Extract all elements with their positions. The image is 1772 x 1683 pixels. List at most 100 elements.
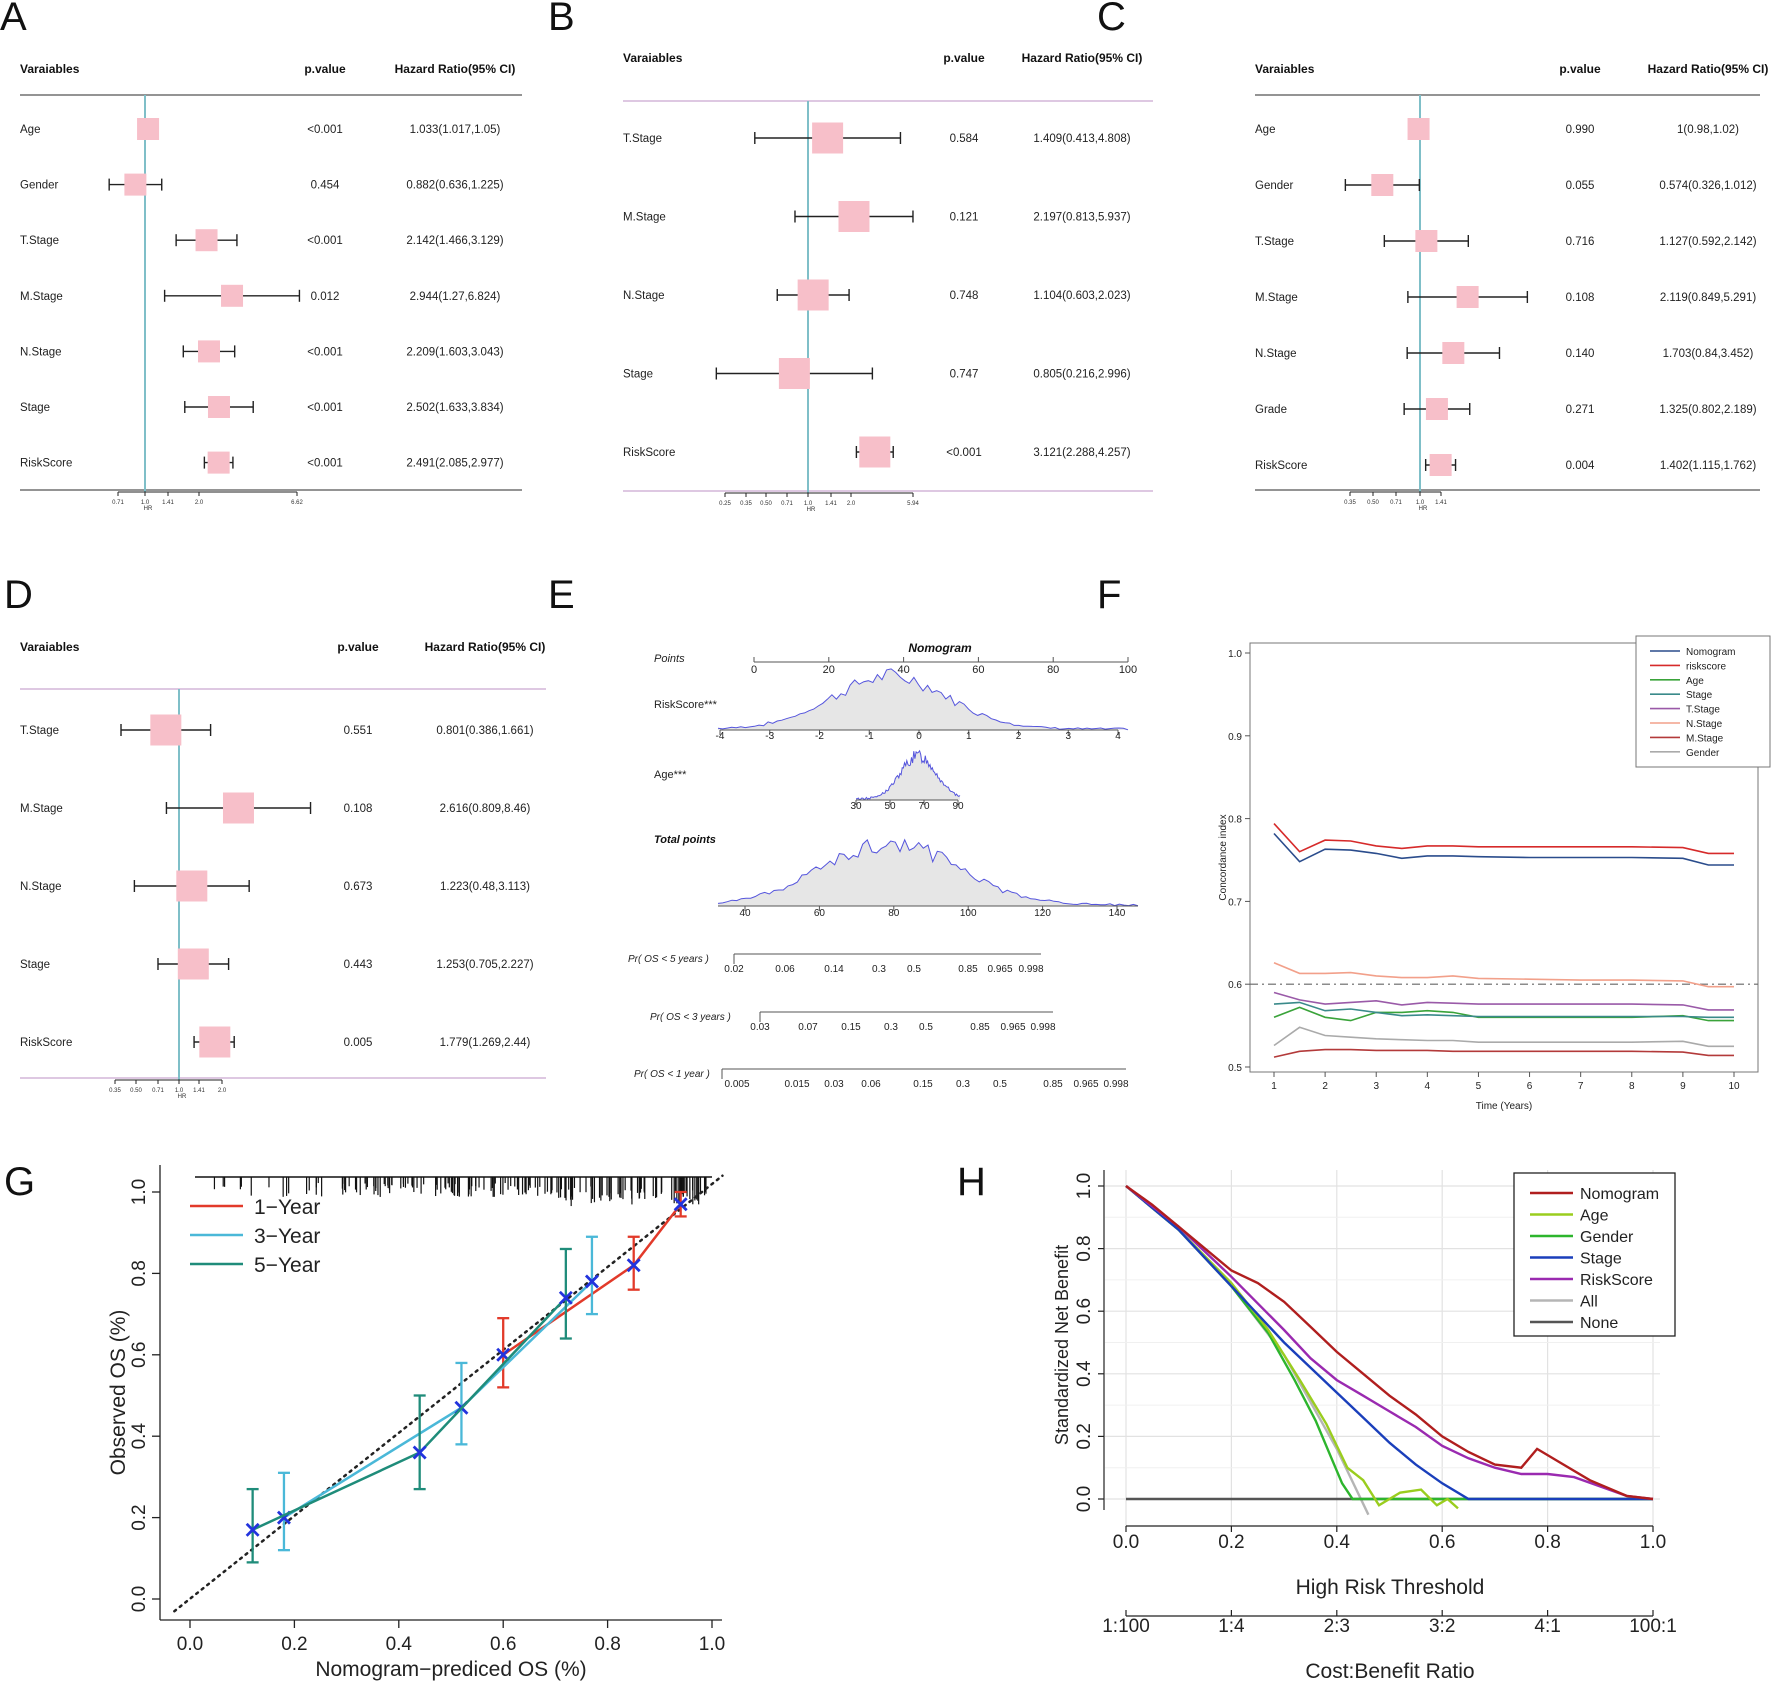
x-tick-label: 0.4 xyxy=(1324,1532,1351,1553)
row-hazard-ratio: 1.703(0.84,3.452) xyxy=(1663,348,1754,360)
legend-label: Nomogram xyxy=(1686,647,1735,658)
col-header-variables: Varaiables xyxy=(20,62,80,76)
hr-tick-label: 2.0 xyxy=(218,1088,227,1094)
x-tick-label: 0.0 xyxy=(1113,1532,1139,1553)
col-header-variables: Varaiables xyxy=(20,640,80,654)
pr-scale-label: Pr( OS < 5 years ) xyxy=(628,954,709,965)
riskscore-tick-label: 3 xyxy=(1065,731,1071,742)
series-line-riskscore xyxy=(1273,823,1734,855)
row-label: Gender xyxy=(1255,180,1294,192)
row-pvalue: <0.001 xyxy=(307,458,343,470)
points-tick-label: 0 xyxy=(751,664,757,676)
row-hazard-ratio: 2.502(1.633,3.834) xyxy=(406,402,503,414)
calibration-line xyxy=(252,1296,567,1531)
y-tick-label: 0.6 xyxy=(1074,1298,1095,1324)
pr-tick-label: 0.015 xyxy=(784,1079,809,1090)
y-axis-label: Observed OS (%) xyxy=(107,1310,130,1476)
x2-tick-label: 1:4 xyxy=(1218,1616,1245,1637)
hr-box xyxy=(838,201,870,232)
hr-box xyxy=(812,122,844,154)
riskscore-tick-label: -1 xyxy=(865,731,874,742)
panel-letter-c: C xyxy=(1097,0,1126,39)
hr-tick-label: 0.71 xyxy=(152,1088,164,1094)
pr-tick-label: 0.965 xyxy=(1000,1022,1025,1033)
col-header-hazard-ratio: Hazard Ratio(95% CI) xyxy=(425,640,546,654)
row-pvalue: 0.454 xyxy=(311,180,340,192)
pr-tick-label: 0.998 xyxy=(1018,964,1043,975)
pr-tick-label: 0.5 xyxy=(919,1022,933,1033)
riskscore-label: RiskScore*** xyxy=(654,699,718,711)
legend-label: Nomogram xyxy=(1580,1186,1659,1203)
row-hazard-ratio: 1.104(0.603,2.023) xyxy=(1033,290,1130,302)
decision-curve-chart: 0.0 0.2 0.4 0.6 0.8 1.0 Standardized Net Benef… xyxy=(1052,1170,1677,1683)
row-label: Stage xyxy=(20,402,50,414)
points-tick-label: 40 xyxy=(897,664,909,676)
y-tick-label: 0.8 xyxy=(129,1260,150,1286)
series-line-stage xyxy=(1125,1185,1653,1501)
row-hazard-ratio: 1.409(0.413,4.808) xyxy=(1033,133,1130,145)
x-tick-label: 1 xyxy=(1271,1081,1277,1092)
x-axis-label: High Risk Threshold xyxy=(1296,1576,1485,1599)
calibration-chart: 0.0 0.2 0.4 0.6 0.8 1.0 0.0 0.2 0.4 0.6 0.8 1.0 Nomo… xyxy=(107,1165,725,1681)
x-tick-label: 1.0 xyxy=(1640,1532,1666,1553)
legend-label: RiskScore xyxy=(1580,1272,1653,1289)
hr-tick-label: 2.0 xyxy=(847,501,856,507)
y-tick-label: 0.2 xyxy=(129,1504,150,1530)
riskscore-tick-label: 0 xyxy=(916,731,922,742)
hr-box xyxy=(177,948,209,980)
hr-tick-label: 0.71 xyxy=(1390,500,1402,506)
x2-axis-label: Cost:Benefit Ratio xyxy=(1305,1660,1474,1683)
cindex-chart: 0.5 0.6 0.7 0.8 0.9 1.0 1 2 3 4 5 6 7 8 9 10 Time (Years… xyxy=(1218,635,1771,1112)
forest-plot-a: Varaiables p.value Hazard Ratio(95% CI) Age… xyxy=(20,62,522,512)
pr-tick-label: 0.998 xyxy=(1103,1079,1128,1090)
y-tick-label: 0.4 xyxy=(129,1423,150,1450)
hr-tick-label: 1.0 xyxy=(804,501,813,507)
row-label: RiskScore xyxy=(20,458,72,470)
hr-tick-label: 0.71 xyxy=(781,501,793,507)
riskscore-density xyxy=(717,668,1129,731)
col-header-variables: Varaiables xyxy=(1255,62,1315,76)
row-label: N.Stage xyxy=(20,346,62,358)
pr-tick-label: 0.3 xyxy=(872,964,886,975)
panel-letter-f: F xyxy=(1097,573,1121,617)
x-tick-label: 0.4 xyxy=(386,1634,413,1655)
hr-tick-label: 0.50 xyxy=(760,501,772,507)
series-line-all xyxy=(1125,1185,1370,1516)
row-pvalue: <0.001 xyxy=(307,402,343,414)
hr-box xyxy=(1442,342,1465,364)
row-pvalue: <0.001 xyxy=(946,447,982,459)
riskscore-tick-label: -4 xyxy=(716,731,725,742)
x-tick-label: 0.6 xyxy=(1429,1532,1455,1553)
riskscore-density-fill xyxy=(718,668,1128,730)
hr-box xyxy=(1425,398,1448,420)
row-hazard-ratio: 1.253(0.705,2.227) xyxy=(436,959,533,971)
row-hazard-ratio: 1(0.98,1.02) xyxy=(1677,124,1739,136)
hr-tick-label: 0.35 xyxy=(109,1088,121,1094)
row-hazard-ratio: 0.805(0.216,2.996) xyxy=(1033,369,1130,381)
hr-box xyxy=(1371,174,1394,196)
points-tick-label: 100 xyxy=(1119,664,1137,676)
ideal-diagonal xyxy=(173,1174,724,1613)
hr-tick-label: 0.35 xyxy=(1344,500,1356,506)
age-tick-label: 50 xyxy=(884,801,896,812)
x2-tick-label: 4:1 xyxy=(1534,1616,1560,1637)
total-tick-label: 80 xyxy=(888,908,900,919)
pr-scale-label: Pr( OS < 1 year ) xyxy=(634,1069,710,1080)
x-tick-label: 8 xyxy=(1629,1081,1635,1092)
row-pvalue: <0.001 xyxy=(307,346,343,358)
row-hazard-ratio: 0.801(0.386,1.661) xyxy=(436,725,533,737)
row-label: Stage xyxy=(623,369,653,381)
hr-tick-label: 1.41 xyxy=(1435,500,1447,506)
legend-label: Age xyxy=(1686,676,1704,687)
series-line-nomogram xyxy=(1273,832,1734,866)
y-tick-label: 0.8 xyxy=(1228,815,1242,826)
panel-letter-h: H xyxy=(957,1160,986,1204)
legend-label: 1−Year xyxy=(254,1196,320,1219)
row-hazard-ratio: 2.197(0.813,5.937) xyxy=(1033,212,1130,224)
nomogram-title: Nomogram xyxy=(908,641,972,655)
hr-axis-label: HR xyxy=(178,1094,187,1100)
y-tick-label: 0.6 xyxy=(1228,980,1242,991)
row-label: T.Stage xyxy=(1255,236,1294,248)
series-line-age xyxy=(1125,1185,1459,1510)
total-points-density xyxy=(717,838,1139,907)
